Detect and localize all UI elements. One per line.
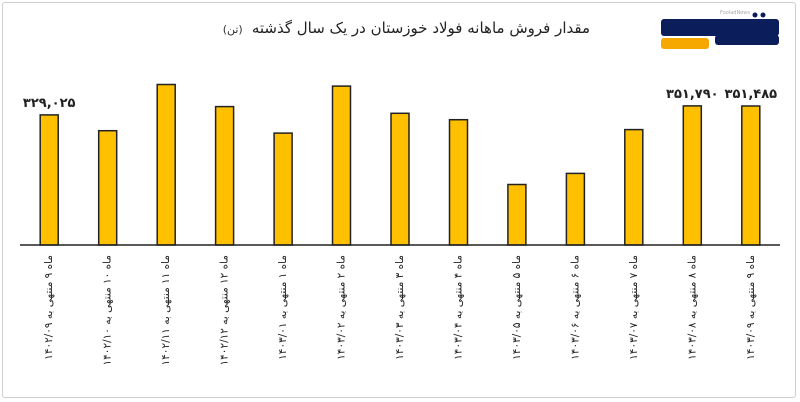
logo-bar-orange — [661, 38, 709, 49]
bar — [331, 85, 352, 246]
category-labels-group: ماه ۹ منتهی به ۱۴۰۲/۰۹ ماه ۱۰ منتهی به ۱۴… — [43, 255, 757, 365]
bar — [390, 112, 410, 246]
x-tick-label: ماه ۵ منتهی به ۱۴۰۳/۰۵ — [511, 255, 523, 360]
bar — [448, 118, 469, 246]
logo-dot — [760, 12, 766, 18]
bar-value-label: ۳۵۱,۴۸۵ — [725, 87, 778, 102]
bar — [97, 129, 118, 246]
x-tick-label: ماه ۱۰ منتهی به ۱۴۰۲/۱۰ — [102, 255, 114, 365]
bar — [273, 132, 293, 246]
bars-group — [39, 83, 761, 246]
bar — [682, 105, 703, 246]
bar-value-label: ۳۵۱,۷۹۰ — [666, 87, 719, 102]
x-tick-label: ماه ۱۲ منتهی به ۱۴۰۲/۱۲ — [219, 255, 231, 365]
x-tick-label: ماه ۱۱ منتهی به ۱۴۰۲/۱۱ — [160, 255, 172, 365]
fooladnews-logo: FooladNews — [661, 10, 779, 49]
logo-bar-blue-bottom — [715, 35, 779, 45]
logo-caption: FooladNews — [720, 10, 750, 16]
x-tick-label: ماه ۴ منتهی به ۱۴۰۳/۰۴ — [453, 255, 465, 360]
x-tick-label: ماه ۱ منتهی به ۱۴۰۳/۰۱ — [277, 255, 289, 360]
bar-value-label: ۳۲۹,۰۲۵ — [23, 96, 76, 111]
chart-subtitle: (تن) — [222, 23, 243, 36]
bar — [507, 183, 527, 246]
chart-title: مقدار فروش ماهانه فولاد خوزستان در یک سا… — [251, 19, 590, 37]
logo-dot — [752, 12, 758, 18]
logo-bar-blue-top — [661, 19, 779, 36]
bar — [741, 105, 761, 246]
title-block: مقدار فروش ماهانه فولاد خوزستان در یک سا… — [223, 18, 590, 37]
x-tick-label: ماه ۹ منتهی به ۱۴۰۳/۰۹ — [745, 255, 757, 360]
bar — [156, 83, 176, 246]
x-tick-label: ماه ۸ منتهی به ۱۴۰۳/۰۸ — [686, 255, 698, 360]
x-tick-label: ماه ۳ منتهی به ۱۴۰۳/۰۳ — [394, 255, 406, 360]
x-tick-label: ماه ۹ منتهی به ۱۴۰۲/۰۹ — [43, 255, 55, 360]
bar — [624, 128, 644, 246]
x-tick-label: ماه ۷ منتهی به ۱۴۰۳/۰۷ — [628, 255, 640, 360]
bar — [565, 172, 586, 246]
x-tick-label: ماه ۶ منتهی به ۱۴۰۳/۰۶ — [569, 255, 581, 360]
bar — [39, 114, 59, 246]
value-labels-group: ۳۲۹,۰۲۵ ۳۵۱,۷۹۰ ۳۵۱,۴۸۵ — [23, 87, 777, 111]
x-tick-label: ماه ۲ منتهی به ۱۴۰۳/۰۲ — [336, 255, 348, 360]
bar — [214, 105, 235, 246]
